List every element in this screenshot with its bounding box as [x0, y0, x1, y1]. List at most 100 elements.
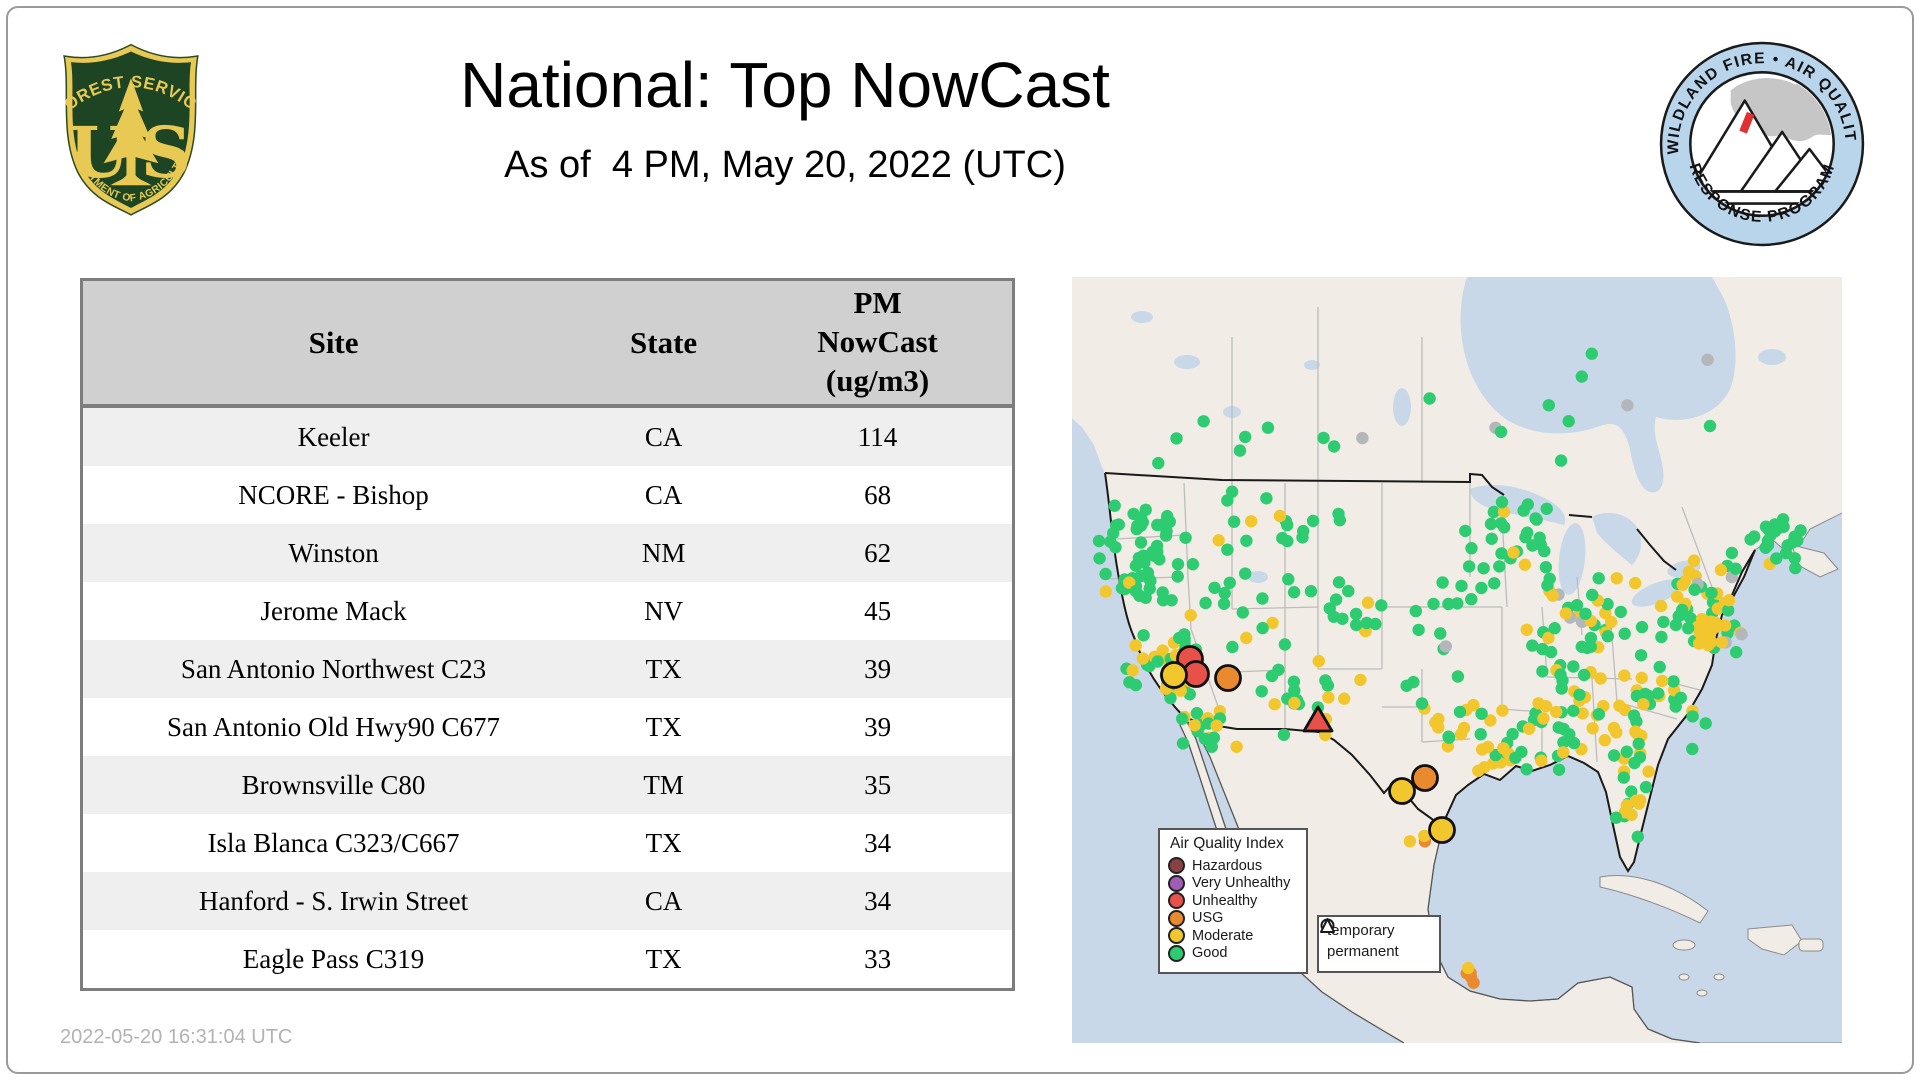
station-dot [1093, 552, 1106, 565]
station-dot [1634, 649, 1648, 662]
station-dot [1701, 353, 1714, 366]
permanent-label: permanent [1327, 943, 1399, 960]
station-dot [1327, 440, 1341, 453]
station-dot [1256, 621, 1269, 635]
station-dot [1278, 638, 1292, 651]
station-dot [1436, 576, 1449, 589]
station-dot [1577, 668, 1591, 682]
aqi-legend-label: Good [1192, 945, 1228, 962]
station-dot [1134, 569, 1147, 583]
atlantic-gulf-coastline [1441, 549, 1756, 873]
station-dot [1273, 509, 1287, 523]
station-dot [1688, 583, 1701, 596]
station-dot [1375, 599, 1388, 612]
station-dot [1576, 707, 1589, 720]
station-dot [1621, 399, 1634, 412]
station-dot [1610, 572, 1623, 585]
station-dot [1554, 454, 1568, 467]
air-quality-map: Air Quality Index Hazardous Very Unhealth… [1072, 277, 1842, 1043]
station-dot [1199, 596, 1212, 610]
station-dot [1657, 615, 1670, 629]
station-dot [1567, 704, 1580, 717]
table-row: San Antonio Old Hwy90 C677 TX 39 [81, 698, 1014, 756]
fire-mark-icon [1739, 111, 1755, 134]
station-dot [1536, 642, 1549, 656]
station-dot [1714, 563, 1728, 577]
table-row: Jerome Mack NV 45 [81, 582, 1014, 640]
station-dot [1530, 513, 1543, 526]
station-dot [1475, 707, 1488, 720]
station-dot [1164, 691, 1177, 705]
aqi-legend-item: Very Unhealthy [1168, 874, 1300, 893]
station-dot [1629, 725, 1642, 738]
station-dot [1573, 688, 1586, 701]
station-dot [1139, 503, 1152, 516]
station-dot [1360, 616, 1373, 630]
station-dot [1126, 664, 1139, 677]
station-dot [1287, 586, 1301, 599]
aqi-color-swatch-icon [1168, 874, 1185, 892]
pacific-ocean [1072, 418, 1404, 1043]
aqi-color-swatch-icon [1168, 944, 1185, 962]
station-dot [1342, 584, 1355, 598]
aqi-legend-label: Hazardous [1192, 857, 1263, 874]
station-dot [1630, 794, 1643, 807]
site-cell: NCORE - Bishop [238, 479, 429, 510]
station-dot [1559, 607, 1573, 620]
station-dot [1541, 579, 1554, 592]
station-dot [1494, 517, 1508, 530]
station-dot [1537, 712, 1550, 725]
station-dot [1584, 631, 1598, 645]
station-dot [1208, 581, 1221, 594]
station-dot [1703, 419, 1717, 433]
station-dot [1221, 543, 1234, 556]
station-dot [1332, 576, 1346, 589]
station-dot [1487, 505, 1500, 519]
station-dot [1507, 546, 1520, 559]
station-dot [1601, 598, 1614, 611]
station-dot [1791, 534, 1804, 547]
legend-row-temporary: temporary [1320, 918, 1435, 941]
station-dot [1654, 599, 1668, 613]
station-dot [1532, 697, 1545, 710]
station-dot [1533, 531, 1546, 544]
station-dot [1585, 347, 1598, 360]
station-dot [1223, 576, 1236, 589]
station-dot [1442, 597, 1455, 611]
station-dot [1557, 736, 1570, 749]
station-dot [1669, 618, 1683, 632]
station-dot [1123, 576, 1136, 589]
aqi-legend-item: Moderate [1168, 927, 1300, 945]
state-cell: CA [644, 421, 683, 452]
station-dot [1684, 612, 1697, 625]
station-dot [1548, 622, 1561, 635]
station-dot [1409, 604, 1422, 618]
station-dot [1268, 698, 1281, 711]
station-dot [1550, 705, 1563, 719]
station-dot [1354, 673, 1367, 687]
station-dot [1686, 742, 1699, 756]
station-dot [1761, 534, 1775, 547]
station-dot [1465, 542, 1478, 555]
station-dot [1255, 685, 1268, 698]
station-dot [1781, 539, 1794, 552]
station-dot [1557, 746, 1570, 759]
station-dot [1123, 676, 1136, 689]
station-dot [1497, 742, 1510, 755]
station-dot [1494, 425, 1508, 439]
pacific-coastline [1104, 472, 1186, 719]
station-dot [1729, 562, 1742, 575]
state-cell: CA [644, 885, 683, 916]
station-dot [1495, 496, 1509, 509]
station-dot [1356, 431, 1369, 445]
station-dot [1520, 763, 1533, 776]
station-dot [1631, 830, 1644, 843]
station-dot [1609, 811, 1623, 824]
station-dot [1642, 765, 1655, 778]
station-dot [1176, 712, 1189, 725]
top-site-marker-triangle [1302, 705, 1334, 733]
station-dot [1329, 593, 1343, 606]
station-dot [1415, 697, 1429, 710]
station-dot [1693, 637, 1706, 650]
